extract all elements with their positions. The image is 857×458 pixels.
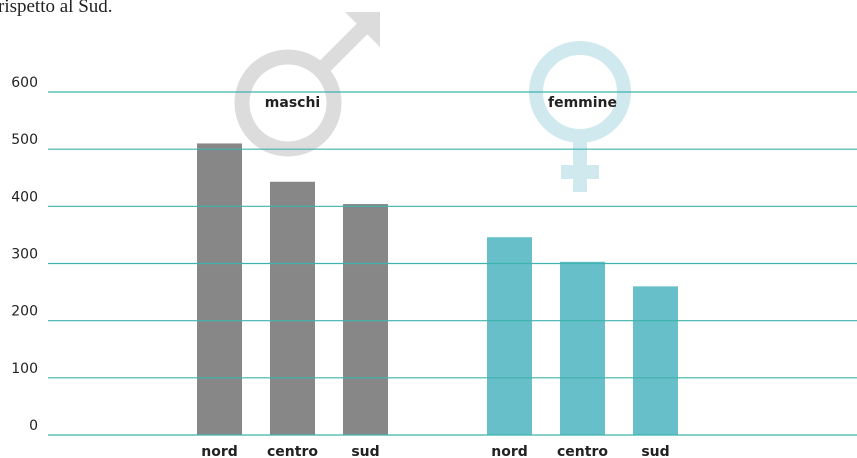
- female-symbol: [529, 41, 631, 192]
- x-tick-label: sud: [351, 444, 379, 458]
- y-tick-label: 100: [11, 361, 38, 377]
- y-tick-label: 400: [11, 189, 38, 205]
- bar: [633, 286, 678, 435]
- bar: [270, 181, 315, 435]
- y-tick-label: 300: [11, 247, 38, 263]
- y-tick-label: 500: [11, 132, 38, 148]
- x-tick-label: centro: [267, 444, 318, 458]
- male-symbol: [234, 12, 380, 157]
- bar: [197, 143, 242, 435]
- x-tick-label: nord: [201, 444, 238, 458]
- bar: [487, 237, 532, 435]
- bar: [560, 261, 605, 435]
- group-label: maschi: [265, 95, 320, 111]
- x-tick-label: centro: [557, 444, 608, 458]
- chart-title: rispetto al Sud.: [0, 0, 113, 17]
- y-tick-label: 0: [29, 418, 38, 434]
- x-tick-label: nord: [491, 444, 528, 458]
- group-label: femmine: [548, 95, 617, 111]
- x-tick-label: sud: [641, 444, 669, 458]
- y-tick-label: 600: [11, 75, 38, 91]
- bar: [343, 204, 388, 435]
- y-tick-label: 200: [11, 304, 38, 320]
